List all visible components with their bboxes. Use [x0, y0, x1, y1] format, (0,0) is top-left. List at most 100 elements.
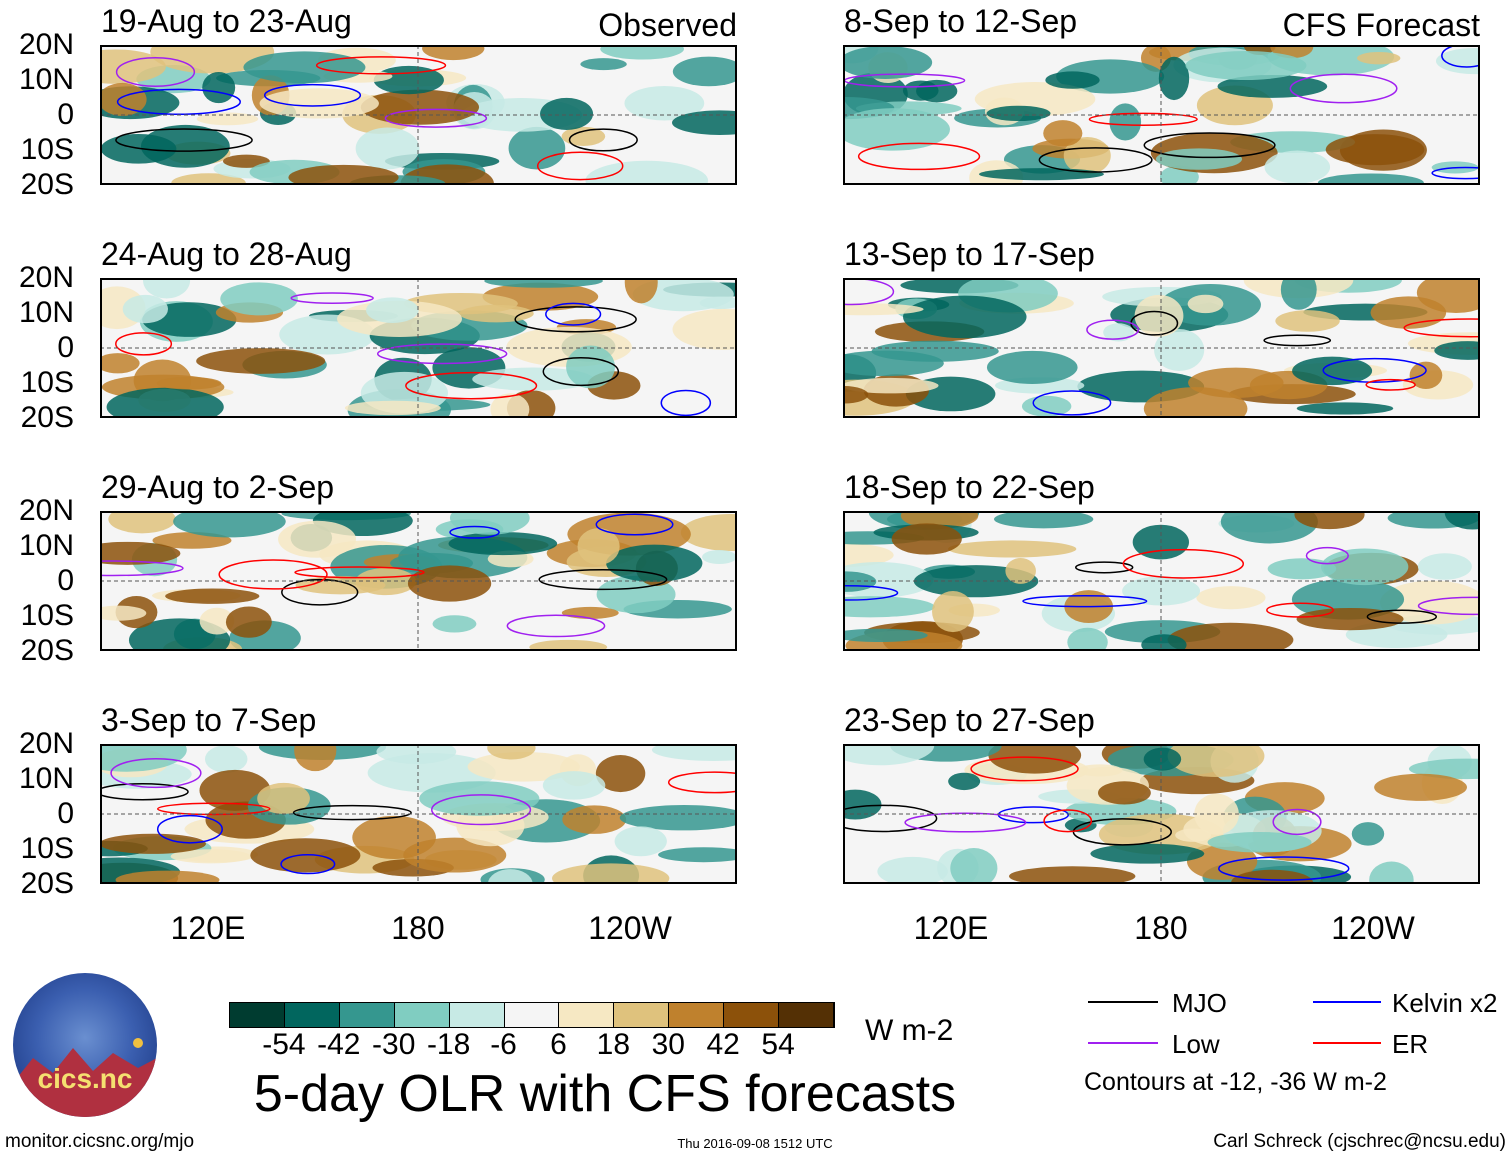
lat-tick-label: 0 [57, 564, 74, 597]
olr-anomaly-blob [199, 607, 235, 635]
colorbar-swatch [614, 1003, 670, 1027]
legend-line-er [1313, 1042, 1381, 1044]
wave-contour [110, 757, 202, 789]
wave-contour [1122, 548, 1245, 579]
olr-anomaly-blob [156, 376, 222, 390]
olr-map-panel [843, 278, 1480, 418]
olr-anomaly-blob [672, 308, 737, 350]
olr-anomaly-blob [257, 782, 310, 814]
wave-contour [1088, 112, 1198, 126]
lon-tick-label: 120E [913, 910, 989, 946]
olr-map-panel [100, 278, 737, 418]
wave-contour [292, 804, 412, 821]
olr-map-panel [100, 511, 737, 651]
olr-anomaly-blob [352, 815, 436, 860]
wave-contour [843, 584, 899, 601]
wave-contour [1022, 594, 1148, 608]
olr-anomaly-blob [1374, 773, 1467, 801]
olr-anomaly-blob [624, 85, 705, 121]
olr-anomaly-blob [1325, 134, 1425, 166]
olr-anomaly-blob [1077, 764, 1123, 777]
olr-anomaly-blob [606, 544, 703, 582]
wave-contour [1263, 334, 1332, 347]
olr-anomaly-blob [1357, 51, 1401, 65]
wave-contour [115, 57, 196, 87]
olr-anomaly-blob [561, 606, 619, 619]
olr-anomaly-blob [170, 849, 251, 864]
olr-anomaly-blob [585, 160, 709, 185]
olr-anomaly-blob [278, 520, 356, 558]
wave-contour [1431, 166, 1480, 180]
lat-tick-label: 20S [20, 634, 74, 667]
olr-anomaly-blob [1317, 173, 1424, 185]
wave-contour [280, 853, 336, 875]
olr-anomaly-blob [902, 295, 1027, 339]
wave-contour [1441, 45, 1480, 68]
wave-contour [315, 56, 447, 75]
panel-frame [100, 45, 737, 185]
olr-anomaly-blob [1294, 511, 1365, 530]
colorbar-tick-label: -30 [372, 1028, 416, 1061]
wave-contour [843, 804, 938, 833]
olr-anomaly-blob [376, 744, 457, 764]
olr-anomaly-blob [1434, 341, 1480, 360]
olr-anomaly-blob [1067, 627, 1108, 651]
olr-anomaly-blob [204, 745, 248, 773]
colorbar-tick-label: 30 [651, 1028, 685, 1061]
olr-anomaly-blob [614, 826, 667, 857]
olr-anomaly-blob [843, 628, 928, 642]
figure-title: 5-day OLR with CFS forecasts [253, 1065, 957, 1123]
olr-anomaly-blob [143, 278, 191, 299]
olr-anomaly-blob [115, 870, 220, 884]
olr-anomaly-blob [994, 511, 1094, 529]
olr-anomaly-blob [950, 848, 998, 884]
panel-title: 18-Sep to 22-Sep [844, 469, 1095, 505]
olr-anomaly-blob [1207, 831, 1312, 853]
olr-anomaly-blob [916, 79, 958, 103]
lat-tick-label: 10S [20, 599, 74, 632]
wave-contour [514, 306, 637, 333]
olr-anomaly-blob [108, 511, 176, 534]
wave-contour [431, 794, 532, 826]
olr-anomaly-blob [1351, 822, 1385, 846]
olr-anomaly-blob [100, 82, 147, 116]
legend-label-low: Low [1172, 1029, 1220, 1059]
wave-contour [595, 513, 674, 536]
olr-anomaly-blob [600, 45, 684, 60]
olr-anomaly-blob [672, 56, 737, 87]
colorbar-tick-label: 18 [596, 1028, 631, 1061]
olr-anomaly-blob [100, 833, 206, 854]
olr-anomaly-blob [1417, 553, 1472, 580]
wave-contour [1218, 856, 1350, 881]
olr-anomaly-blob [672, 110, 737, 135]
wave-contour [1266, 602, 1335, 618]
wave-contour [568, 128, 638, 152]
olr-anomaly-blob [843, 108, 950, 151]
wave-contour [970, 756, 1079, 782]
colorbar-tick-label: 42 [706, 1028, 740, 1061]
olr-anomaly-blob [843, 386, 869, 404]
lat-tick-label: 10S [20, 366, 74, 399]
lat-tick-label: 10N [18, 63, 74, 96]
panel-frame [843, 278, 1480, 418]
olr-map-panel [843, 744, 1480, 884]
olr-anomaly-blob [988, 744, 1082, 774]
olr-anomaly-blob [165, 588, 260, 604]
olr-anomaly-blob [196, 348, 326, 374]
olr-anomaly-blob [259, 88, 379, 119]
olr-anomaly-blob [487, 744, 536, 760]
lat-tick-label: 20N [18, 727, 74, 760]
olr-anomaly-blob [508, 126, 566, 170]
olr-anomaly-blob [448, 532, 558, 556]
olr-anomaly-blob [355, 127, 420, 170]
olr-anomaly-blob [658, 847, 737, 863]
panel-frame [100, 744, 737, 884]
footer-url[interactable]: monitor.cicsnc.org/mjo [5, 1131, 195, 1152]
olr-anomaly-blob [680, 513, 737, 551]
lat-tick-label: 0 [57, 331, 74, 364]
olr-anomaly-blob [1155, 148, 1243, 170]
lat-tick-label: 20N [18, 28, 74, 61]
wave-contour [542, 356, 620, 387]
olr-anomaly-blob [843, 377, 939, 394]
wave-contour [1272, 808, 1322, 836]
